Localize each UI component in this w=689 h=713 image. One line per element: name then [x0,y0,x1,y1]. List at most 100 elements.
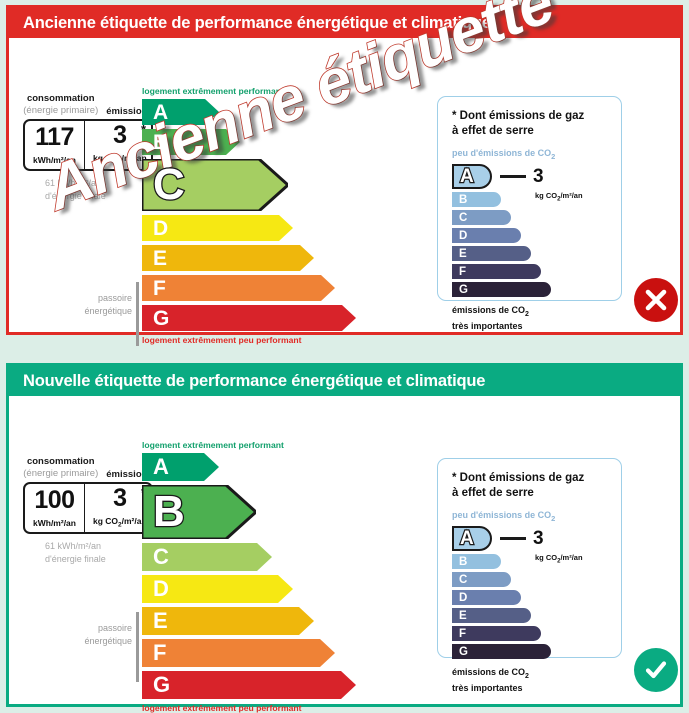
ges-class-letter-G: G [452,644,551,660]
ges-class-row-B[interactable]: B [452,192,607,208]
ges-class-row-C[interactable]: C [452,210,607,226]
ges-class-row-E[interactable]: E [452,608,607,624]
energy-value-cell: 100 kWh/m²/an [25,484,84,532]
energy-class-letter-B: B [152,487,186,536]
energy-class-letter-A: A [153,100,169,124]
ges-class-letter-C: C [452,210,511,226]
energy-class-row-F[interactable]: F [142,639,335,667]
energy-class-letter-A: A [153,454,169,479]
new-ges-box: * Dont émissions de gaz à effet de serre p… [437,458,622,693]
ges-class-row-G[interactable]: G [452,644,607,660]
energy-class-letter-C: C [152,160,186,209]
old-label-panel: Ancienne étiquette de performance énergé… [6,0,683,346]
scale-caption-top: logement extrêmement performant [142,86,284,96]
ges-class-row-G[interactable]: G [452,282,607,298]
co2-value-cell: 3 kg CO2/m²/an [83,483,155,532]
consumption-labels: consommation (énergie primaire) émissions [23,93,153,119]
ges-value: 3 [533,166,544,188]
ges-unit: kg CO2/m²/an [535,191,583,203]
co2-unit: kg CO2/m²/an [92,153,147,167]
energy-class-letter-D: D [153,216,169,240]
energy-class-letter-F: F [153,640,167,665]
old-ges-box: * Dont émissions de gaz à effet de serre p… [437,96,622,331]
ges-class-letter-C: C [452,572,511,588]
energy-class-row-D[interactable]: D [142,215,293,241]
ges-footer: émissions de CO2 très importantes [452,305,529,331]
consumption-label: consommation (énergie primaire) [23,93,99,116]
energy-class-row-B[interactable]: B [142,485,256,539]
energy-class-row-F[interactable]: F [142,275,335,301]
energy-class-letter-G: G [153,306,170,330]
ges-title: * Dont émissions de gaz à effet de serre [452,472,585,500]
emissions-label: émissions [106,105,153,117]
ges-connector [500,537,526,540]
check-icon [634,648,678,692]
ges-connector [500,175,526,178]
new-label-title: Nouvelle étiquette de performance énergé… [23,371,486,390]
energy-class-letter-D: D [153,576,169,601]
ges-subtitle: peu d'émissions de CO2 [452,148,556,162]
ges-class-letter-B: B [452,554,501,570]
ges-class-letter-E: E [452,608,531,624]
energy-class-row-E[interactable]: E [142,245,314,271]
ges-title: * Dont émissions de gaz à effet de serre [452,110,585,138]
scale-caption-top: logement extrêmement performant [142,440,284,450]
ges-class-letter-B: B [452,192,501,208]
ges-unit: kg CO2/m²/an [535,553,583,565]
final-energy-note: 61 kWh/m²/an d'énergie finale [45,540,106,564]
ges-class-letter-D: D [452,228,521,244]
energy-class-letter-F: F [153,276,166,300]
new-label-body: consommation (énergie primaire) émissions 1… [9,396,680,713]
energy-value: 100 [34,485,75,514]
ges-class-row-A[interactable]: A 3 kg CO2/m²/an [452,164,607,203]
energy-class-row-G[interactable]: G [142,305,356,331]
co2-value: 3 [113,484,127,513]
energy-unit: kWh/m²/an [33,517,76,528]
ges-class-row-D[interactable]: D [452,228,607,244]
ges-class-row-E[interactable]: E [452,246,607,262]
new-consumption-block: consommation (énergie primaire) émissions 1… [23,456,153,566]
ges-class-row-D[interactable]: D [452,590,607,606]
energy-class-row-G[interactable]: G [142,671,356,699]
energy-class-letter-G: G [153,672,171,697]
final-energy-note: 61 kWh/m²/an d'énergie finale [45,177,106,201]
energy-class-row-E[interactable]: E [142,607,314,635]
energy-class-row-A[interactable]: A [142,453,219,481]
old-label-header: Ancienne étiquette de performance énergé… [9,8,680,38]
ges-class-letter-E: E [452,246,531,262]
ges-class-letter-F: F [452,626,541,642]
co2-value-cell: 3 kg CO2/m²/an [83,120,155,169]
scale-caption-bottom: logement extrêmement peu performant [142,335,302,345]
old-consumption-block: consommation (énergie primaire) émissions 1… [23,93,153,203]
old-label-body: consommation (énergie primaire) émissions 1… [9,0,680,346]
co2-unit: kg CO2/m²/an [92,516,147,530]
energy-class-row-A[interactable]: A [142,99,219,125]
energy-value: 117 [35,122,74,151]
ges-class-letter-A: A [452,164,492,190]
new-label-panel: Nouvelle étiquette de performance énergé… [6,363,683,713]
ges-class-row-A[interactable]: A 3 kg CO2/m²/an [452,526,607,565]
energy-class-row-C[interactable]: C [142,543,272,571]
energy-class-row-B[interactable]: B [142,129,240,155]
ges-class-row-F[interactable]: F [452,264,607,280]
old-label-title: Ancienne étiquette de performance énergé… [23,13,491,32]
energy-class-row-D[interactable]: D [142,575,293,603]
energy-class-letter-C: C [153,544,169,569]
ges-class-letter-F: F [452,264,541,280]
ges-footer: émissions de CO2 très importantes [452,667,529,693]
ges-class-letter-D: D [452,590,521,606]
ges-class-row-F[interactable]: F [452,626,607,642]
ges-class-row-C[interactable]: C [452,572,607,588]
energy-value-cell: 117 kWh/m²/an [25,121,84,169]
cross-icon [634,278,678,322]
consumption-labels: consommation (énergie primaire) émissions [23,456,153,482]
ges-class-row-B[interactable]: B [452,554,607,570]
new-label-header: Nouvelle étiquette de performance énergé… [9,366,680,396]
passoire-bracket [136,612,139,682]
energy-class-row-C[interactable]: C [142,159,288,211]
energy-class-letter-E: E [153,246,168,270]
